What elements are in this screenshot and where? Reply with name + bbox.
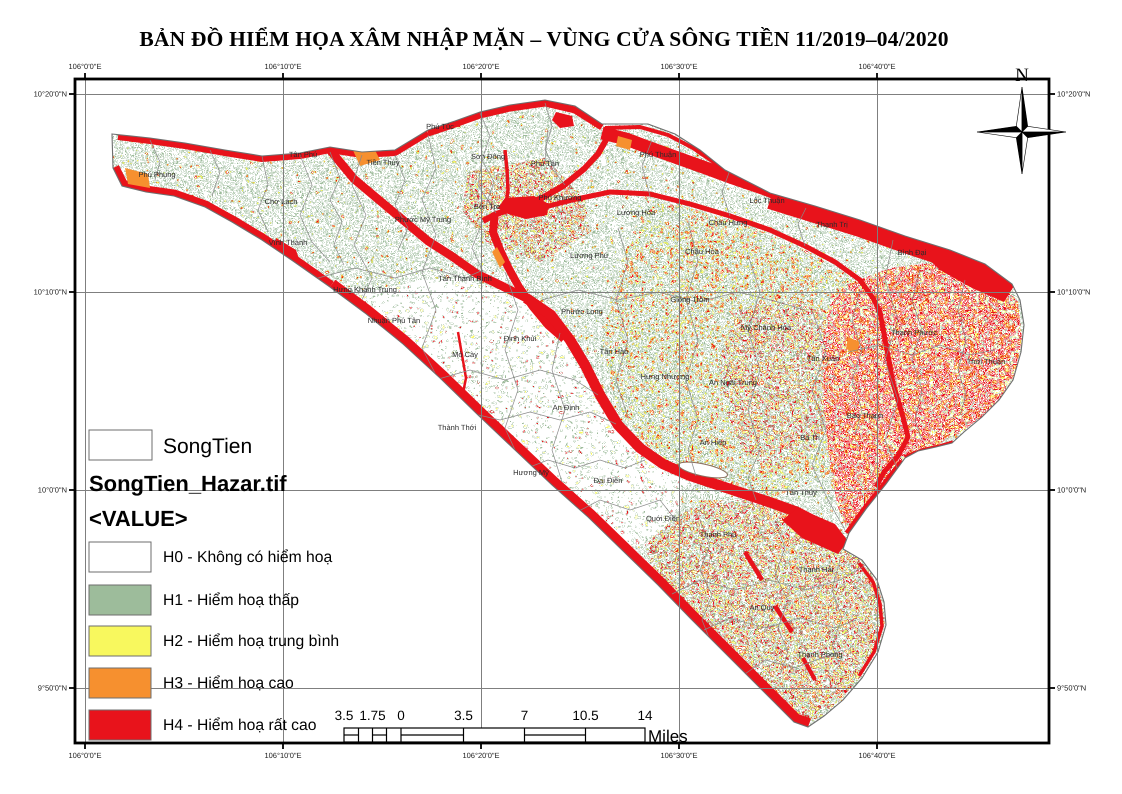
svg-text:H3 - Hiểm hoạ cao: H3 - Hiểm hoạ cao [163,675,294,692]
svg-text:Lương Hòa: Lương Hòa [617,208,656,217]
svg-text:Phú Thuận: Phú Thuận [640,150,677,159]
svg-text:3.5: 3.5 [454,708,473,723]
svg-text:Bảo Thạnh: Bảo Thạnh [847,411,884,420]
svg-text:9°50'0"N: 9°50'0"N [38,684,67,693]
svg-text:10°0'0"N: 10°0'0"N [1057,486,1086,495]
svg-text:Ba Tri: Ba Tri [800,433,820,442]
svg-text:10°20'0"N: 10°20'0"N [1057,90,1090,99]
svg-text:Hưng Nhượng: Hưng Nhượng [641,372,690,381]
svg-text:Đại Điền: Đại Điền [594,476,623,485]
svg-text:Lộc Thuận: Lộc Thuận [749,196,784,205]
svg-text:Tân Hào: Tân Hào [600,347,629,356]
svg-text:Hương Mỹ: Hương Mỹ [513,468,549,477]
svg-text:H2 - Hiểm hoạ trung bình: H2 - Hiểm hoạ trung bình [163,633,339,650]
svg-text:An Hiệp: An Hiệp [700,438,727,447]
svg-text:Lương Phú: Lương Phú [570,251,608,260]
svg-text:Hưng Khánh Trung: Hưng Khánh Trung [333,285,397,294]
svg-text:<VALUE>: <VALUE> [89,506,188,531]
svg-text:Quới Điền: Quới Điền [646,514,680,523]
svg-text:SongTien_Hazar.tif: SongTien_Hazar.tif [89,471,287,496]
svg-text:N: N [1015,65,1029,86]
svg-text:Bến Tre: Bến Tre [474,202,500,211]
svg-text:10.5: 10.5 [572,708,598,723]
svg-text:Sơn Đông: Sơn Đông [471,152,505,161]
svg-text:Nhuận Phú Tân: Nhuận Phú Tân [368,316,420,325]
svg-text:An Quy: An Quy [749,603,774,612]
svg-text:106°30'0"E: 106°30'0"E [660,751,697,760]
svg-text:106°10'0"E: 106°10'0"E [264,751,301,760]
svg-text:7: 7 [521,708,529,723]
svg-text:H1 - Hiểm hoạ thấp: H1 - Hiểm hoạ thấp [163,592,299,609]
svg-text:Giồng Trôm: Giồng Trôm [670,295,709,304]
svg-text:Mỹ Chánh Hòa: Mỹ Chánh Hòa [741,323,792,332]
svg-text:Tân Thành Bình: Tân Thành Bình [438,274,492,283]
svg-text:10°10'0"N: 10°10'0"N [34,288,67,297]
svg-text:Phước Mỹ Trung: Phước Mỹ Trung [395,215,451,224]
svg-text:106°20'0"E: 106°20'0"E [462,751,499,760]
svg-text:106°40'0"E: 106°40'0"E [858,751,895,760]
svg-text:Thạnh Hải: Thạnh Hải [799,565,834,574]
svg-text:Phú Túc: Phú Túc [426,122,454,131]
svg-text:106°40'0"E: 106°40'0"E [858,62,895,71]
svg-text:106°10'0"E: 106°10'0"E [264,62,301,71]
svg-text:10°0'0"N: 10°0'0"N [38,486,67,495]
svg-text:14: 14 [637,708,653,723]
svg-text:Thạnh Phước: Thạnh Phước [891,328,937,337]
svg-text:106°30'0"E: 106°30'0"E [660,62,697,71]
svg-text:Vĩnh Thành: Vĩnh Thành [269,238,308,247]
svg-text:An Ngãi Trung: An Ngãi Trung [709,378,757,387]
svg-text:Tân Xuân: Tân Xuân [807,354,840,363]
svg-text:9°50'0"N: 9°50'0"N [1057,684,1086,693]
svg-text:Miles: Miles [648,727,688,746]
svg-text:Tân Thủy: Tân Thủy [785,488,817,497]
svg-text:106°0'0"E: 106°0'0"E [69,62,102,71]
svg-text:10°20'0"N: 10°20'0"N [34,90,67,99]
svg-text:Định Khủi: Định Khủi [504,334,537,343]
svg-text:Phú Khương: Phú Khương [539,193,582,202]
svg-text:SongTien: SongTien [163,435,252,458]
svg-text:Thạnh Phong: Thạnh Phong [797,650,842,659]
svg-text:Tân Phú: Tân Phú [289,150,317,159]
svg-text:Châu Hòa: Châu Hòa [685,247,720,256]
svg-text:Phú Tân: Phú Tân [531,159,559,168]
svg-text:Thạnh Trị: Thạnh Trị [816,220,848,229]
svg-text:Châu Hưng: Châu Hưng [709,218,748,227]
svg-text:10°10'0"N: 10°10'0"N [1057,288,1090,297]
svg-text:Thành Thới: Thành Thới [438,423,477,432]
svg-text:Phú Phụng: Phú Phụng [138,170,175,179]
svg-text:Mỏ Cày: Mỏ Cày [452,350,478,359]
svg-text:3.5: 3.5 [335,708,354,723]
svg-text:An Định: An Định [553,403,580,412]
svg-text:0: 0 [397,708,405,723]
svg-text:1.75: 1.75 [359,708,385,723]
svg-text:Thạnh Phú: Thạnh Phú [700,530,737,539]
svg-text:106°20'0"E: 106°20'0"E [462,62,499,71]
svg-text:H0 - Không có hiểm hoạ: H0 - Không có hiểm hoạ [163,549,332,566]
svg-text:Chợ Lách: Chợ Lách [265,197,298,206]
svg-text:Tiền Thủy: Tiền Thủy [367,158,400,167]
svg-text:106°0'0"E: 106°0'0"E [69,751,102,760]
svg-text:Bình Đại: Bình Đại [898,248,927,257]
svg-text:Phước Long: Phước Long [561,307,603,316]
svg-text:Thới Thuận: Thới Thuận [967,357,1006,366]
svg-text:H4 - Hiểm hoạ rất cao: H4 - Hiểm hoạ rất cao [163,717,317,734]
